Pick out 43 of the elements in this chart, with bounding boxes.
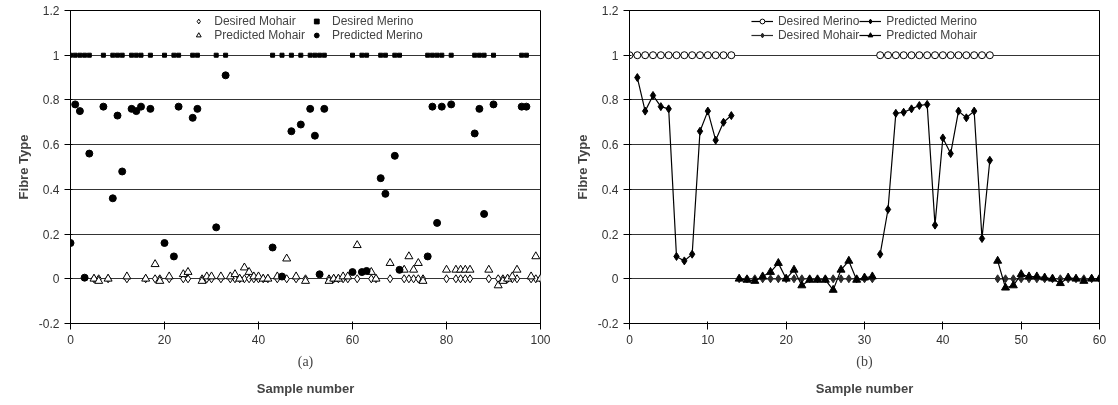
legend-label: Predicted Mohair (214, 28, 305, 42)
x-tick-label: 80 (439, 332, 454, 347)
y-tick-label: 0.8 (601, 93, 619, 108)
y-tick-label: 1.2 (42, 4, 60, 18)
x-tick-label: 100 (530, 332, 551, 347)
y-tick-label: -0.2 (597, 317, 619, 331)
x-tick-label: 20 (779, 332, 794, 347)
x-tick-label: 0 (626, 332, 634, 347)
x-tick-label: 30 (857, 332, 872, 347)
legend-label: Predicted Mohair (886, 28, 978, 42)
text: (a) (297, 353, 314, 370)
y-tick-label: 1.2 (601, 4, 619, 18)
x-tick-label: 50 (1014, 332, 1029, 347)
y-tick-label: 0.8 (42, 93, 60, 108)
legend-label: Desired Mohair (214, 14, 296, 28)
x-tick-label: 0 (67, 332, 75, 347)
legend-label: Desired Mohair (777, 28, 860, 42)
y-tick-label: 0.2 (42, 227, 60, 242)
y-tick-label: 0 (52, 272, 60, 287)
legend-label: Desired Merino (332, 14, 414, 28)
x-tick-label: 40 (936, 332, 950, 347)
x-tick-label: 10 (701, 332, 715, 347)
y-tick-label: -0.2 (38, 317, 60, 331)
y-tick-label: 1 (611, 48, 619, 63)
y-tick-label: 0 (611, 272, 619, 287)
y-axis-title: Fibre Type (15, 134, 31, 200)
x-tick-label: 60 (345, 332, 360, 347)
legend-label: Desired Merino (777, 14, 860, 28)
x-axis-title: Sample number (815, 380, 914, 396)
y-tick-label: 0.2 (601, 227, 619, 242)
y-tick-label: 0.6 (601, 138, 619, 153)
x-axis-title: Sample number (256, 380, 355, 396)
x-tick-label: 20 (157, 332, 172, 347)
legend-label: Predicted Merino (886, 14, 978, 28)
y-tick-label: 1 (52, 48, 60, 63)
y-tick-label: 0.4 (42, 182, 60, 197)
text: (b) (856, 353, 873, 370)
y-tick-label: 0.6 (42, 138, 60, 153)
y-axis-title: Fibre Type (574, 134, 590, 200)
x-tick-label: 60 (1092, 332, 1107, 347)
y-tick-label: 0.4 (601, 182, 619, 197)
x-tick-label: 40 (251, 332, 266, 347)
legend-label: Predicted Merino (332, 28, 423, 42)
